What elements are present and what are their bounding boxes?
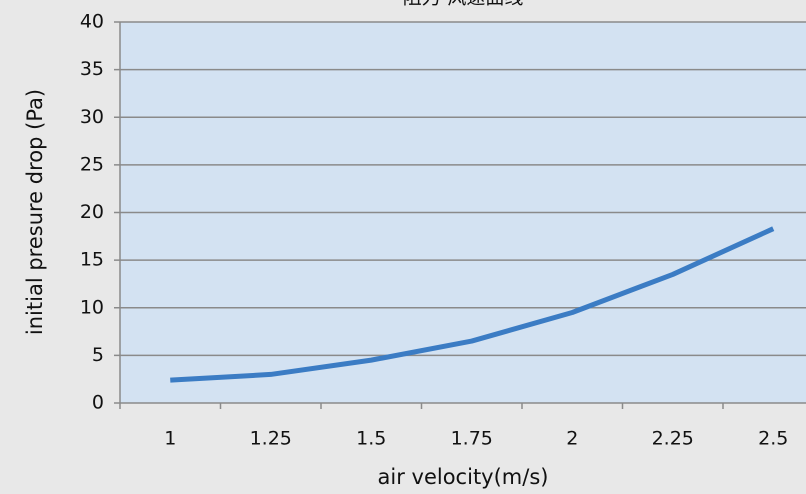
x-tick-label: 2	[566, 428, 578, 450]
y-tick-label: 15	[80, 249, 104, 271]
y-tick-label: 30	[80, 106, 104, 128]
x-tick-label: 1.75	[451, 428, 493, 450]
y-tick-label: 0	[92, 392, 104, 414]
chart-title: 阻力-风速曲线	[403, 0, 524, 9]
x-tick-label: 1	[164, 428, 176, 450]
x-tick-label: 2.5	[758, 428, 788, 450]
y-tick-label: 10	[80, 296, 104, 318]
y-tick-label: 5	[92, 344, 104, 366]
y-tick-label: 25	[80, 153, 104, 175]
x-tick-label: 2.25	[652, 428, 694, 450]
x-tick-label: 1.5	[356, 428, 386, 450]
y-tick-label: 35	[80, 58, 104, 80]
y-tick-label: 40	[80, 11, 104, 33]
data-line	[170, 226, 775, 383]
x-tick-label: 1.25	[250, 428, 292, 450]
y-axis-label: initial presure drop (Pa)	[23, 89, 47, 335]
y-tick-label: 20	[80, 201, 104, 223]
x-axis-label: air velocity(m/s)	[378, 465, 549, 489]
